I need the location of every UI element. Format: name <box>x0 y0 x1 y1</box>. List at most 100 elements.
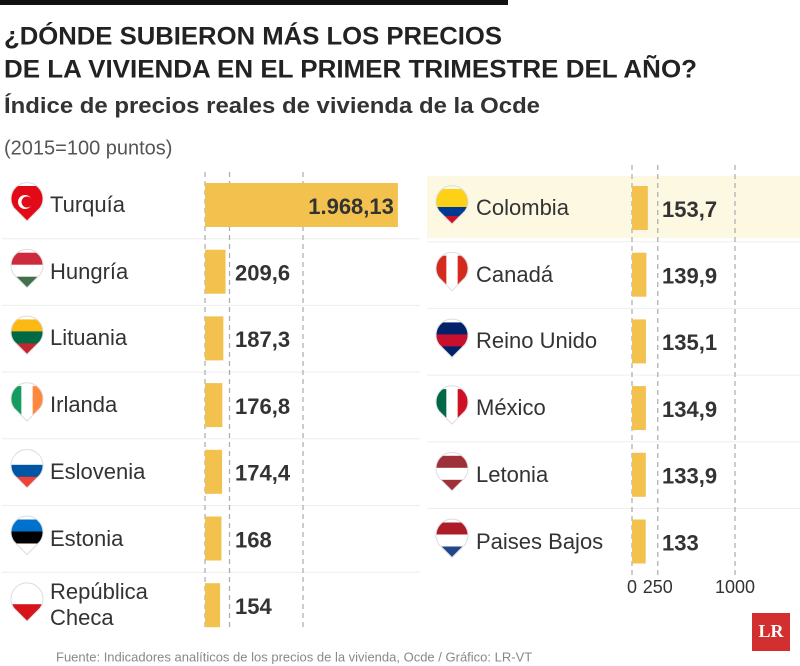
category-label-box: Irlanda <box>50 392 118 418</box>
flag-stripe <box>32 386 44 422</box>
category-label-box: México <box>476 395 546 421</box>
flag-stripe <box>10 586 44 605</box>
bar <box>632 386 646 431</box>
category-label: Turquía <box>50 192 126 217</box>
x-tick-label: 0 <box>627 577 637 597</box>
value-label: 187,3 <box>235 327 290 352</box>
flag-stripe <box>10 531 44 544</box>
unit-note: (2015=100 puntos) <box>4 137 172 159</box>
flag-stripe <box>436 334 469 347</box>
bar <box>632 452 646 497</box>
category-label: Paises Bajos <box>476 528 604 554</box>
flag-stripe <box>436 389 447 425</box>
flag-stripe <box>436 546 469 558</box>
value-label: 134,9 <box>662 397 717 422</box>
subtitle: Índice de precios reales de vivienda de … <box>4 93 540 118</box>
category-label: Colombia <box>476 195 569 220</box>
category-label: Eslovenia <box>50 458 146 484</box>
top-rule <box>0 0 508 5</box>
flag-stripe <box>10 331 44 344</box>
flag <box>436 455 469 491</box>
category-label-box: Letonia <box>476 461 549 487</box>
category-label: Canadá <box>476 261 554 287</box>
flag-stripe <box>10 264 44 278</box>
flag-stripe <box>10 604 44 622</box>
category-label-box: Turquía <box>50 192 126 217</box>
flag <box>436 389 469 425</box>
flag-outline <box>435 318 469 359</box>
category-label-box: Reino Unido <box>476 328 598 354</box>
flag-stripe <box>10 319 44 332</box>
flag-outline <box>10 315 44 356</box>
highlight-band <box>427 176 800 238</box>
flag-stripe <box>436 198 468 208</box>
flag-stripe <box>10 543 44 555</box>
flag-outline <box>10 182 44 222</box>
flag-outline <box>435 185 469 225</box>
bar <box>632 519 646 564</box>
category-label: Letonia <box>476 461 549 487</box>
bar <box>205 383 223 428</box>
flag-outline <box>10 582 44 622</box>
flag-outline <box>10 515 44 556</box>
flag-stripe <box>436 479 469 491</box>
flag-stripe <box>10 252 44 266</box>
flag-outline <box>435 451 469 492</box>
category-label: Irlanda <box>50 392 118 418</box>
bar <box>632 319 646 364</box>
flag-stripe <box>436 534 469 547</box>
category-label: México <box>476 395 546 421</box>
flag-stripe <box>436 346 469 358</box>
flag-stripe <box>436 207 468 217</box>
value-label: 209,6 <box>235 261 290 286</box>
flag-stripe <box>10 464 44 478</box>
category-label-box: Eslovenia <box>50 458 146 484</box>
category-label: República Checa <box>50 579 148 631</box>
flag-stripe <box>436 189 468 199</box>
flag-stripe <box>10 452 44 466</box>
flag-stripe <box>10 343 44 355</box>
bar <box>205 249 226 294</box>
flag <box>10 386 44 422</box>
category-label-box: Canadá <box>476 261 554 287</box>
bar <box>632 186 648 230</box>
flag-stripe <box>21 386 34 422</box>
flag <box>10 519 44 555</box>
flag <box>436 522 469 558</box>
flag-stripe <box>10 519 44 532</box>
x-tick-label: 250 <box>643 577 673 597</box>
value-label: 168 <box>235 527 272 552</box>
category-label: Hungría <box>50 258 129 284</box>
category-label: Reino Unido <box>476 328 598 354</box>
value-label: 135,1 <box>662 330 717 355</box>
flag <box>10 252 44 288</box>
value-label: 176,8 <box>235 394 290 419</box>
flag-stripe <box>436 216 468 224</box>
category-label-box: Estonia <box>50 526 123 551</box>
value-label: 174,4 <box>235 461 291 486</box>
flag <box>10 319 44 355</box>
flag-stripe <box>446 389 459 425</box>
category-label-box: Paises Bajos <box>476 528 604 554</box>
category-label-box: República Checa <box>50 579 148 631</box>
x-tick-label: 1000 <box>715 577 755 597</box>
logo: LR <box>758 621 784 641</box>
source: Fuente: Indicadores analíticos de los pr… <box>56 649 532 664</box>
value-label: 139,9 <box>662 264 717 289</box>
flag-outline <box>10 382 44 422</box>
flag <box>436 322 469 358</box>
flag-stripe <box>446 255 459 291</box>
flag-stripe <box>10 386 22 422</box>
title-line: ¿DÓNDE SUBIERON MÁS LOS PRECIOS <box>4 21 502 51</box>
bar <box>205 183 398 227</box>
flag-outline <box>10 448 44 489</box>
bar <box>632 252 647 297</box>
flag-outline <box>10 248 44 289</box>
value-label: 133 <box>662 530 699 555</box>
flag <box>10 586 44 622</box>
category-label-box: Hungría <box>50 258 129 284</box>
value-label: 1.968,13 <box>308 194 394 219</box>
logo-box <box>752 613 790 651</box>
flag-outline <box>435 518 469 559</box>
